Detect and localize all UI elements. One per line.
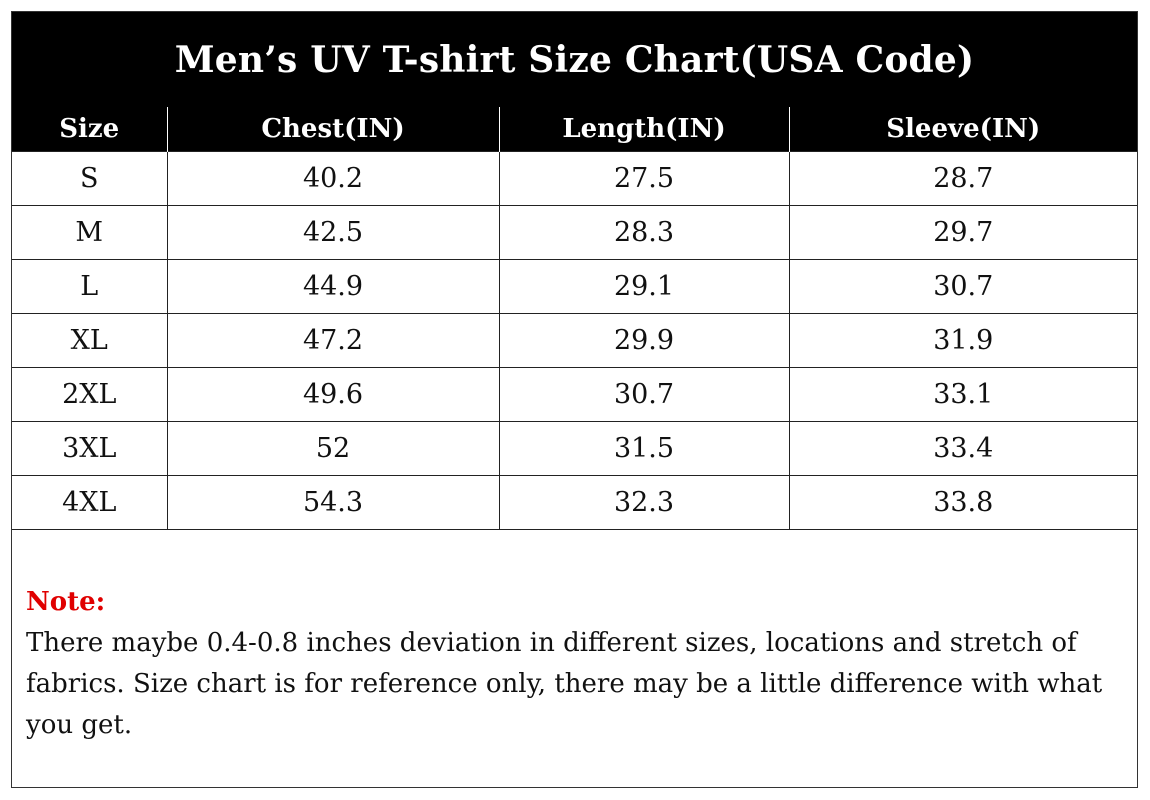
table-row: L 44.9 29.1 30.7: [12, 259, 1137, 314]
header-size: Size: [12, 107, 167, 152]
table-row: 4XL 54.3 32.3 33.8: [12, 475, 1137, 530]
header-chest: Chest(IN): [166, 107, 499, 152]
note-label: Note:: [26, 587, 106, 617]
table-row: 2XL 49.6 30.7 33.1: [12, 367, 1137, 422]
cell-length: 28.3: [498, 205, 790, 260]
table-row: XL 47.2 29.9 31.9: [12, 313, 1137, 368]
cell-size: XL: [12, 313, 168, 368]
cell-length: 30.7: [498, 367, 790, 422]
cell-sleeve: 28.7: [788, 151, 1137, 206]
cell-chest: 52: [166, 421, 500, 476]
cell-size: 2XL: [12, 367, 168, 422]
cell-length: 29.1: [498, 259, 790, 314]
cell-sleeve: 30.7: [788, 259, 1137, 314]
header-length: Length(IN): [498, 107, 789, 152]
note-text: There maybe 0.4-0.8 inches deviation in …: [26, 628, 1103, 740]
cell-chest: 40.2: [166, 151, 500, 206]
cell-sleeve: 33.1: [788, 367, 1137, 422]
cell-sleeve: 31.9: [788, 313, 1137, 368]
cell-length: 31.5: [498, 421, 790, 476]
cell-chest: 49.6: [166, 367, 500, 422]
cell-size: 3XL: [12, 421, 168, 476]
size-table: Size Chest(IN) Length(IN) Sleeve(IN) S 4…: [12, 107, 1137, 530]
cell-chest: 42.5: [166, 205, 500, 260]
cell-length: 32.3: [498, 475, 790, 530]
cell-chest: 47.2: [166, 313, 500, 368]
chart-title: Men’s UV T-shirt Size Chart(USA Code): [174, 38, 975, 81]
cell-length: 27.5: [498, 151, 790, 206]
size-chart-frame: Men’s UV T-shirt Size Chart(USA Code) Si…: [11, 11, 1138, 788]
cell-sleeve: 33.8: [788, 475, 1137, 530]
title-bar: Men’s UV T-shirt Size Chart(USA Code): [12, 12, 1137, 108]
cell-size: 4XL: [12, 475, 168, 530]
cell-chest: 44.9: [166, 259, 500, 314]
cell-sleeve: 33.4: [788, 421, 1137, 476]
cell-size: L: [12, 259, 168, 314]
table-row: S 40.2 27.5 28.7: [12, 151, 1137, 206]
cell-chest: 54.3: [166, 475, 500, 530]
cell-length: 29.9: [498, 313, 790, 368]
note-section: Note: There maybe 0.4-0.8 inches deviati…: [26, 582, 1126, 746]
table-row: M 42.5 28.3 29.7: [12, 205, 1137, 260]
cell-sleeve: 29.7: [788, 205, 1137, 260]
cell-size: M: [12, 205, 168, 260]
cell-size: S: [12, 151, 168, 206]
table-header-row: Size Chest(IN) Length(IN) Sleeve(IN): [12, 107, 1137, 152]
table-row: 3XL 52 31.5 33.4: [12, 421, 1137, 476]
header-sleeve: Sleeve(IN): [788, 107, 1137, 152]
